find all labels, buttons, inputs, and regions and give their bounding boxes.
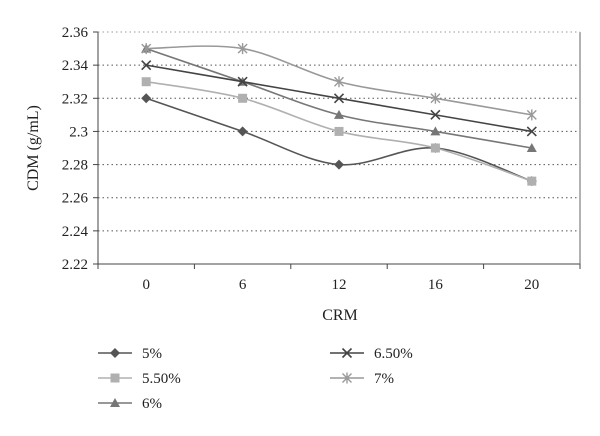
y-tick-labels: 2.22 2.24 2.26 2.28 2.3 2.32 2.34 2.36 xyxy=(62,25,89,273)
legend-label: 5% xyxy=(142,346,162,362)
data-point xyxy=(237,76,248,87)
data-point xyxy=(334,76,344,88)
x-tick-label: 16 xyxy=(428,277,444,293)
data-point xyxy=(526,109,537,121)
x-axis-title: CRM xyxy=(322,307,358,324)
series-5 xyxy=(141,43,537,121)
data-point xyxy=(430,92,441,104)
data-point xyxy=(526,143,537,152)
x-tick-label: 0 xyxy=(142,277,150,293)
legend-item: 6% xyxy=(98,396,162,412)
x-tick-labels: 0 6 12 16 20 xyxy=(142,277,539,293)
series-lines xyxy=(141,43,537,187)
legend-marker xyxy=(342,372,352,384)
axes xyxy=(93,31,581,269)
x-tick-label: 12 xyxy=(332,277,347,293)
legend-marker xyxy=(110,348,120,358)
y-tick-label: 2.26 xyxy=(62,191,89,207)
data-point xyxy=(141,60,152,71)
legend-item: 7% xyxy=(330,371,394,387)
y-tick-label: 2.36 xyxy=(62,25,89,41)
data-point xyxy=(238,93,248,103)
y-tick-label: 2.3 xyxy=(69,124,88,140)
legend-item: 6.50% xyxy=(330,346,413,362)
legend-item: 5% xyxy=(98,346,162,362)
data-point xyxy=(430,143,440,153)
legend: 5% 5.50% 6% 6.50% 7% xyxy=(98,346,413,412)
data-point xyxy=(141,93,152,104)
data-point xyxy=(237,43,248,55)
data-point xyxy=(430,126,441,136)
y-tick-label: 2.24 xyxy=(62,224,89,240)
data-point xyxy=(333,93,345,104)
data-point xyxy=(334,126,344,136)
data-point xyxy=(334,159,344,170)
data-point xyxy=(527,176,537,186)
y-tick-label: 2.28 xyxy=(62,158,88,174)
data-point xyxy=(430,109,441,120)
legend-item: 5.50% xyxy=(98,371,181,387)
legend-marker xyxy=(110,398,120,407)
y-tick-label: 2.34 xyxy=(62,58,89,74)
legend-label: 7% xyxy=(374,371,394,387)
data-point xyxy=(334,109,344,119)
y-tick-label: 2.32 xyxy=(62,91,88,107)
series-1 xyxy=(141,93,537,187)
series-4 xyxy=(141,60,537,137)
legend-label: 6% xyxy=(142,396,162,412)
data-point xyxy=(237,126,248,137)
data-point xyxy=(141,43,152,55)
series-2 xyxy=(141,77,537,186)
legend-label: 5.50% xyxy=(142,371,181,387)
x-tick-label: 6 xyxy=(239,277,247,293)
data-point xyxy=(526,126,537,137)
y-tick-label: 2.22 xyxy=(62,257,88,273)
legend-marker xyxy=(341,347,353,359)
legend-marker xyxy=(110,373,120,383)
x-tick-label: 20 xyxy=(524,277,539,293)
y-axis-title: CDM (g/mL) xyxy=(25,105,42,191)
data-point xyxy=(141,77,151,87)
legend-label: 6.50% xyxy=(374,346,413,362)
